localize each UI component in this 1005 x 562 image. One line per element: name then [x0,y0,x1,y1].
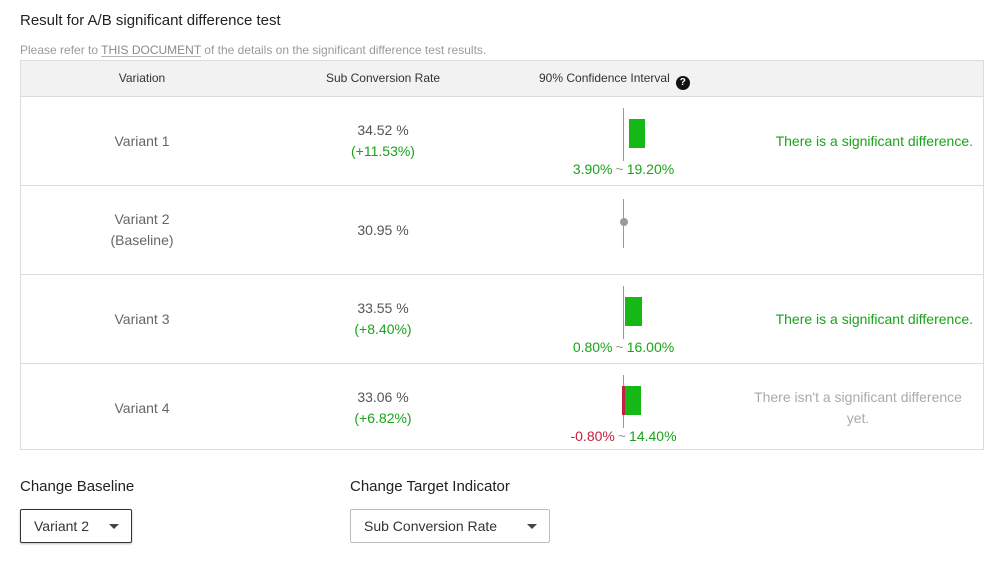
indicator-label: Change Target Indicator [350,478,510,495]
variant-name: Variant 1 [114,132,170,149]
ci-axis-line [623,108,624,161]
rate-cell: 33.06 % (+6.82%) [283,364,483,452]
ci-bar [625,386,641,415]
significance-verdict: There isn't a significant difference yet… [754,389,962,426]
baseline-select-value: Variant 2 [34,518,89,534]
variant-name-cell: Variant 4 [21,364,263,452]
ci-low: 3.90% [572,161,613,177]
indicator-select-value: Sub Conversion Rate [364,518,498,534]
page-title: Result for A/B significant difference te… [20,12,281,29]
baseline-dot [620,218,628,226]
rate-cell: 30.95 % [283,186,483,274]
variant-name-cell: Variant 1 [21,97,263,185]
variant-name: Variant 4 [114,399,170,416]
note-suffix: of the details on the significant differ… [204,43,487,57]
ci-bar-negative [622,386,625,415]
rate-diff: (+11.53%) [351,143,415,159]
ci-range: 3.90% ~19.20% [501,161,746,177]
ci-axis-line [623,286,624,339]
ci-range: 0.80% ~16.00% [501,339,746,355]
column-header-variation: Variation [118,71,166,85]
confidence-interval [501,186,741,274]
table-row: Variant 1 34.52 % (+11.53%) 3.90% ~19.20%… [21,97,983,186]
table-row: Variant 4 33.06 % (+6.82%) -0.80% ~14.40%… [21,364,983,452]
chevron-down-icon [109,524,119,529]
baseline-select[interactable]: Variant 2 [20,509,132,543]
rate-value: 30.95 % [357,221,409,238]
rate-value: 33.06 % [357,389,409,405]
document-link[interactable]: THIS DOCUMENT [101,43,201,57]
ci-low: 0.80% [572,339,613,355]
rate-diff: (+6.82%) [354,410,412,426]
rate-cell: 33.55 % (+8.40%) [283,275,483,363]
table-header: Variation Sub Conversion Rate 90% Confid… [21,61,983,97]
ci-high: 16.00% [626,339,675,355]
confidence-interval: 3.90% ~19.20% [501,97,741,185]
rate-value: 34.52 % [357,122,409,138]
doc-note: Please refer to THIS DOCUMENT of the det… [20,43,486,57]
ci-high: 14.40% [629,428,677,444]
ci-separator: ~ [615,339,624,355]
column-header-rate: Sub Conversion Rate [325,71,441,85]
rate-diff: (+8.40%) [354,321,412,337]
significance-verdict: There is a significant difference. [775,310,973,327]
ci-header-label: 90% Confidence Interval [539,71,670,85]
help-icon[interactable]: ? [675,76,690,90]
ci-low: -0.80% [570,428,615,444]
table-row: Variant 3 33.55 % (+8.40%) 0.80% ~16.00% … [21,275,983,364]
chevron-down-icon [527,524,537,529]
results-table: Variation Sub Conversion Rate 90% Confid… [20,60,984,450]
ci-high: 19.20% [626,161,675,177]
variant-name: Variant 2 [114,211,170,227]
ci-bar [625,297,642,326]
ci-bar [629,119,645,148]
variant-name: Variant 3 [114,310,170,327]
indicator-select[interactable]: Sub Conversion Rate [350,509,550,543]
baseline-tag: (Baseline) [110,232,174,248]
variant-name-cell: Variant 2 (Baseline) [21,186,263,274]
confidence-interval: -0.80% ~14.40% [501,364,741,452]
rate-cell: 34.52 % (+11.53%) [283,97,483,185]
ci-separator: ~ [615,161,624,177]
column-header-ci: 90% Confidence Interval? [539,71,690,90]
confidence-interval: 0.80% ~16.00% [501,275,741,363]
variant-name-cell: Variant 3 [21,275,263,363]
note-prefix: Please refer to [20,43,99,57]
ci-range: -0.80% ~14.40% [501,428,746,444]
baseline-label: Change Baseline [20,478,135,495]
table-row: Variant 2 (Baseline) 30.95 % [21,186,983,275]
rate-value: 33.55 % [357,300,409,316]
significance-verdict: There is a significant difference. [775,132,973,149]
ci-separator: ~ [617,428,627,444]
